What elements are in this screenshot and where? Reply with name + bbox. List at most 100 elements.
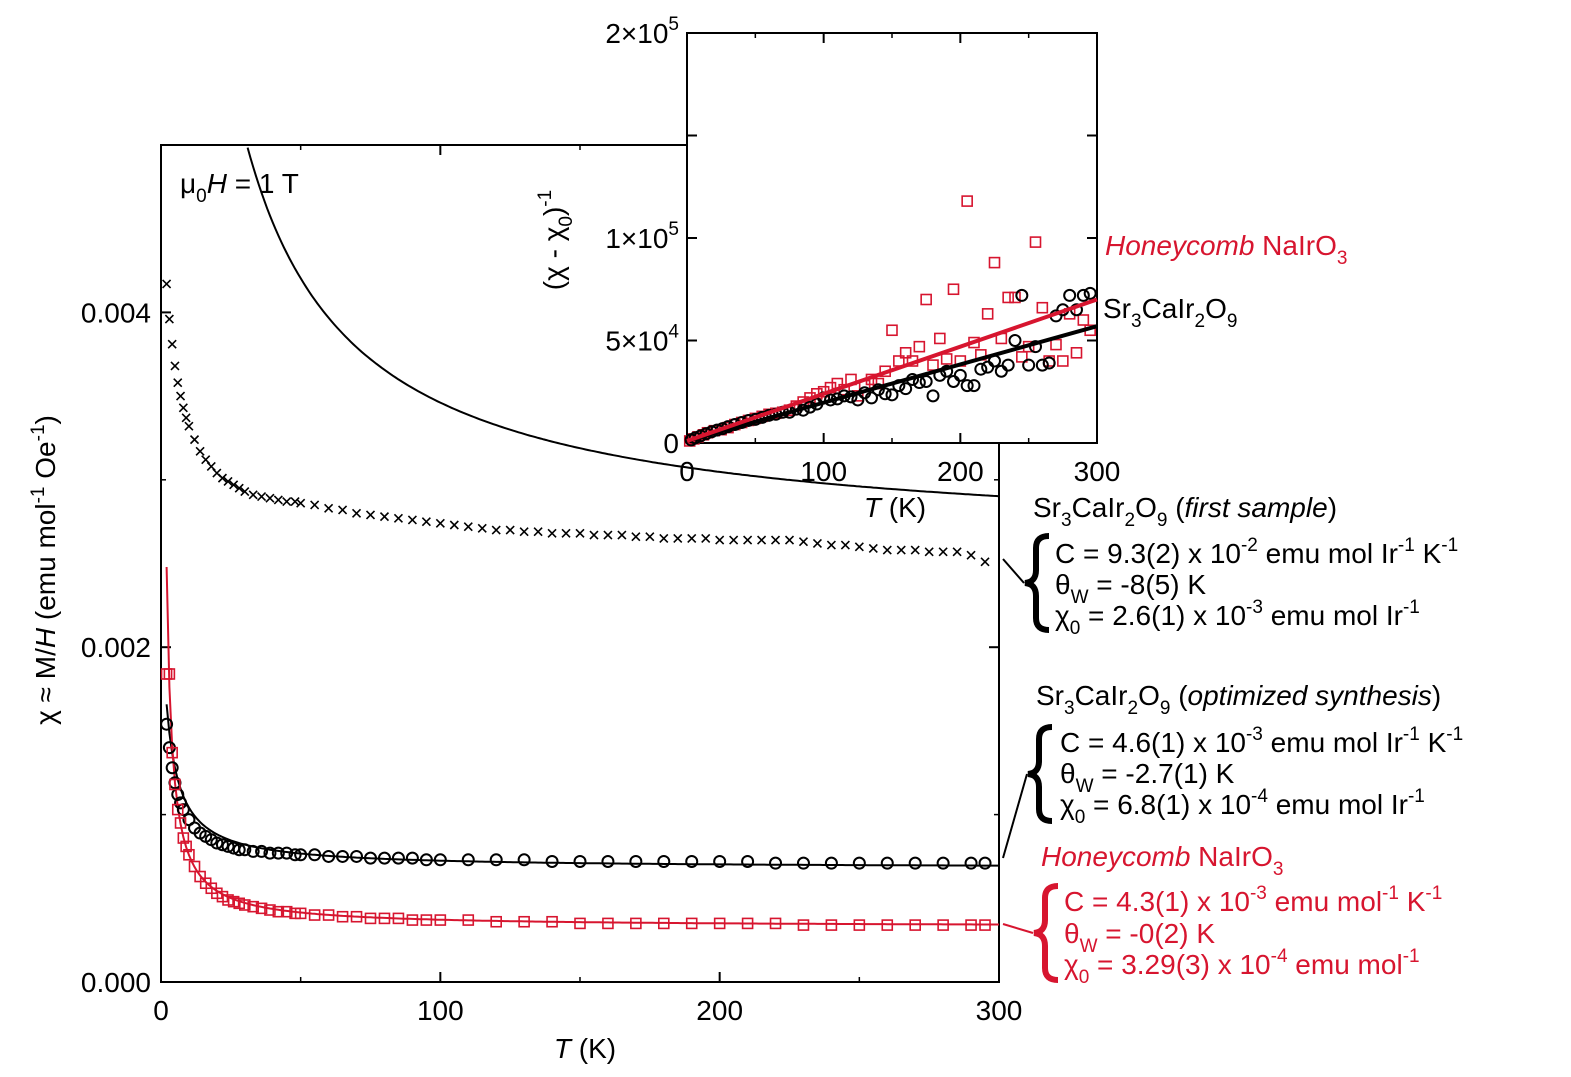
main-point-sr3cair2o9-optimized-synthesis — [255, 844, 269, 858]
annotation-first-sample: Sr3CaIr2O9 (first sample) C = 9.3(2) x 1… — [1002, 492, 1458, 639]
main-x-tick-label: 0 — [153, 995, 169, 1026]
inset-y-tick-label: 0 — [663, 428, 679, 459]
main-point-sr3cair2o9-first-sample — [256, 491, 267, 502]
inset-point-honeycomb-nairo3 — [1077, 314, 1090, 326]
main-point-honeycomb-nairo3 — [825, 919, 838, 931]
main-point-honeycomb-nairo3 — [546, 915, 558, 928]
main-point-sr3cair2o9-optimized-synthesis — [936, 856, 950, 870]
main-point-honeycomb-nairo3 — [797, 919, 810, 931]
main-point-honeycomb-nairo3 — [336, 910, 349, 923]
inset-point-sr3cair2o9 — [1008, 334, 1022, 347]
main-point-sr3cair2o9-first-sample — [310, 500, 320, 510]
main-point-sr3cair2o9-first-sample — [589, 530, 599, 540]
inset-point-honeycomb-nairo3 — [920, 293, 932, 306]
inset-point-honeycomb-nairo3 — [1009, 291, 1021, 304]
main-point-sr3cair2o9-optimized-synthesis — [964, 856, 978, 870]
main-point-sr3cair2o9-first-sample — [701, 533, 711, 543]
main-point-honeycomb-nairo3 — [881, 919, 894, 931]
main-point-sr3cair2o9-optimized-synthesis — [769, 856, 783, 870]
inset-point-sr3cair2o9 — [865, 391, 878, 405]
main-point-sr3cair2o9-first-sample — [449, 520, 459, 530]
main-point-sr3cair2o9-first-sample — [265, 493, 275, 503]
inset-fit-lines — [686, 297, 1098, 443]
main-point-honeycomb-nairo3 — [518, 915, 530, 928]
main-y-tick-label: 0.004 — [81, 297, 151, 328]
main-point-sr3cair2o9-optimized-synthesis — [601, 854, 615, 868]
optimized-synthesis-chi0: χ0 = 6.8(1) x 10-4 emu mol Ir-1 — [1060, 786, 1425, 828]
main-point-sr3cair2o9-first-sample — [351, 508, 362, 518]
inset-point-sr3cair2o9 — [1083, 286, 1097, 300]
main-point-honeycomb-nairo3 — [272, 905, 285, 918]
first-sample-weiss-temperature: θW = -8(5) K — [1055, 569, 1206, 608]
annotation-honeycomb-nairo3: Honeycomb NaIrO3 C = 4.3(1) x 10-3 emu m… — [1002, 841, 1442, 988]
inset-point-honeycomb-nairo3 — [1036, 301, 1049, 314]
main-point-sr3cair2o9-optimized-synthesis — [796, 856, 810, 870]
inset-x-tick-label: 100 — [800, 456, 847, 487]
main-point-sr3cair2o9-optimized-synthesis — [160, 717, 174, 731]
main-point-honeycomb-nairo3 — [937, 919, 949, 931]
optimized-synthesis-weiss-temperature: θW = -2.7(1) K — [1060, 758, 1235, 797]
main-point-sr3cair2o9-optimized-synthesis — [246, 844, 260, 858]
optimized-synthesis-brace — [1027, 724, 1053, 824]
main-point-sr3cair2o9-optimized-synthesis — [545, 854, 559, 868]
inset-y-tick-label: 1×105 — [605, 219, 679, 254]
main-point-honeycomb-nairo3 — [364, 912, 377, 925]
main-point-sr3cair2o9-optimized-synthesis — [174, 796, 188, 810]
main-point-sr3cair2o9-first-sample — [729, 535, 739, 545]
main-point-sr3cair2o9-first-sample — [505, 525, 515, 535]
main-point-honeycomb-nairo3 — [741, 917, 754, 930]
main-point-sr3cair2o9-optimized-synthesis — [657, 854, 671, 868]
main-point-honeycomb-nairo3 — [163, 668, 176, 680]
main-point-sr3cair2o9-optimized-synthesis — [461, 853, 475, 867]
main-point-sr3cair2o9-first-sample — [178, 403, 188, 413]
main-plot: 0 100 200 300 0.000 0.002 0.004 μ0H = 1 T T (K… — [28, 144, 1023, 1064]
main-point-sr3cair2o9-optimized-synthesis — [573, 854, 587, 868]
main-point-sr3cair2o9-first-sample — [798, 537, 809, 547]
main-point-honeycomb-nairo3 — [853, 919, 866, 931]
main-point-sr3cair2o9-optimized-synthesis — [419, 853, 433, 867]
main-point-sr3cair2o9-first-sample — [248, 490, 258, 500]
main-point-sr3cair2o9-first-sample — [840, 540, 850, 550]
main-point-sr3cair2o9-optimized-synthesis — [908, 856, 922, 870]
first-sample-brace — [1024, 533, 1050, 633]
main-point-sr3cair2o9-optimized-synthesis — [978, 856, 992, 870]
main-point-sr3cair2o9-first-sample — [181, 413, 191, 423]
main-point-sr3cair2o9-first-sample — [659, 533, 669, 543]
main-point-honeycomb-nairo3 — [769, 917, 782, 930]
inset-point-sr3cair2o9 — [1001, 358, 1015, 372]
inset-legend-honeycomb: Honeycomb NaIrO3 — [1105, 230, 1347, 269]
main-point-sr3cair2o9-first-sample — [273, 495, 283, 505]
inset-point-honeycomb-nairo3 — [988, 256, 1001, 269]
main-point-honeycomb-nairo3 — [322, 909, 335, 921]
inset-point-sr3cair2o9 — [878, 387, 892, 401]
main-point-sr3cair2o9-first-sample — [547, 528, 557, 538]
main-point-sr3cair2o9-optimized-synthesis — [405, 851, 419, 865]
main-point-honeycomb-nairo3 — [180, 840, 192, 853]
main-point-sr3cair2o9-first-sample — [189, 435, 200, 445]
main-point-sr3cair2o9-first-sample — [617, 530, 627, 540]
main-point-honeycomb-nairo3 — [174, 817, 187, 829]
main-point-sr3cair2o9-first-sample — [421, 517, 431, 527]
main-point-honeycomb-nairo3 — [247, 900, 259, 913]
main-point-honeycomb-nairo3 — [434, 914, 447, 926]
main-point-sr3cair2o9-first-sample — [477, 523, 487, 533]
inset-point-sr3cair2o9 — [974, 362, 988, 376]
main-point-sr3cair2o9-first-sample — [896, 545, 906, 555]
optimized-synthesis-title: Sr3CaIr2O9 (optimized synthesis) — [1036, 680, 1441, 719]
inset-y-tick-label: 5×104 — [605, 322, 679, 357]
main-point-sr3cair2o9-first-sample — [784, 535, 795, 545]
main-fit-sr3cair2o9-first-sample — [246, 147, 1000, 498]
main-point-honeycomb-nairo3 — [657, 917, 670, 930]
main-point-sr3cair2o9-first-sample — [575, 528, 585, 538]
inset-point-honeycomb-nairo3 — [1057, 355, 1069, 367]
main-point-sr3cair2o9-optimized-synthesis — [685, 854, 699, 868]
inset-point-sr3cair2o9 — [1042, 356, 1056, 370]
honeycomb-title: Honeycomb NaIrO3 — [1041, 841, 1283, 880]
main-point-sr3cair2o9-optimized-synthesis — [824, 856, 838, 870]
main-x-tick-label: 300 — [976, 995, 1023, 1026]
inset-fit-honeycomb-nairo3 — [686, 297, 1098, 443]
main-point-honeycomb-nairo3 — [685, 917, 698, 930]
main-point-sr3cair2o9-optimized-synthesis — [336, 849, 350, 863]
inset-x-tick-label: 0 — [679, 456, 695, 487]
